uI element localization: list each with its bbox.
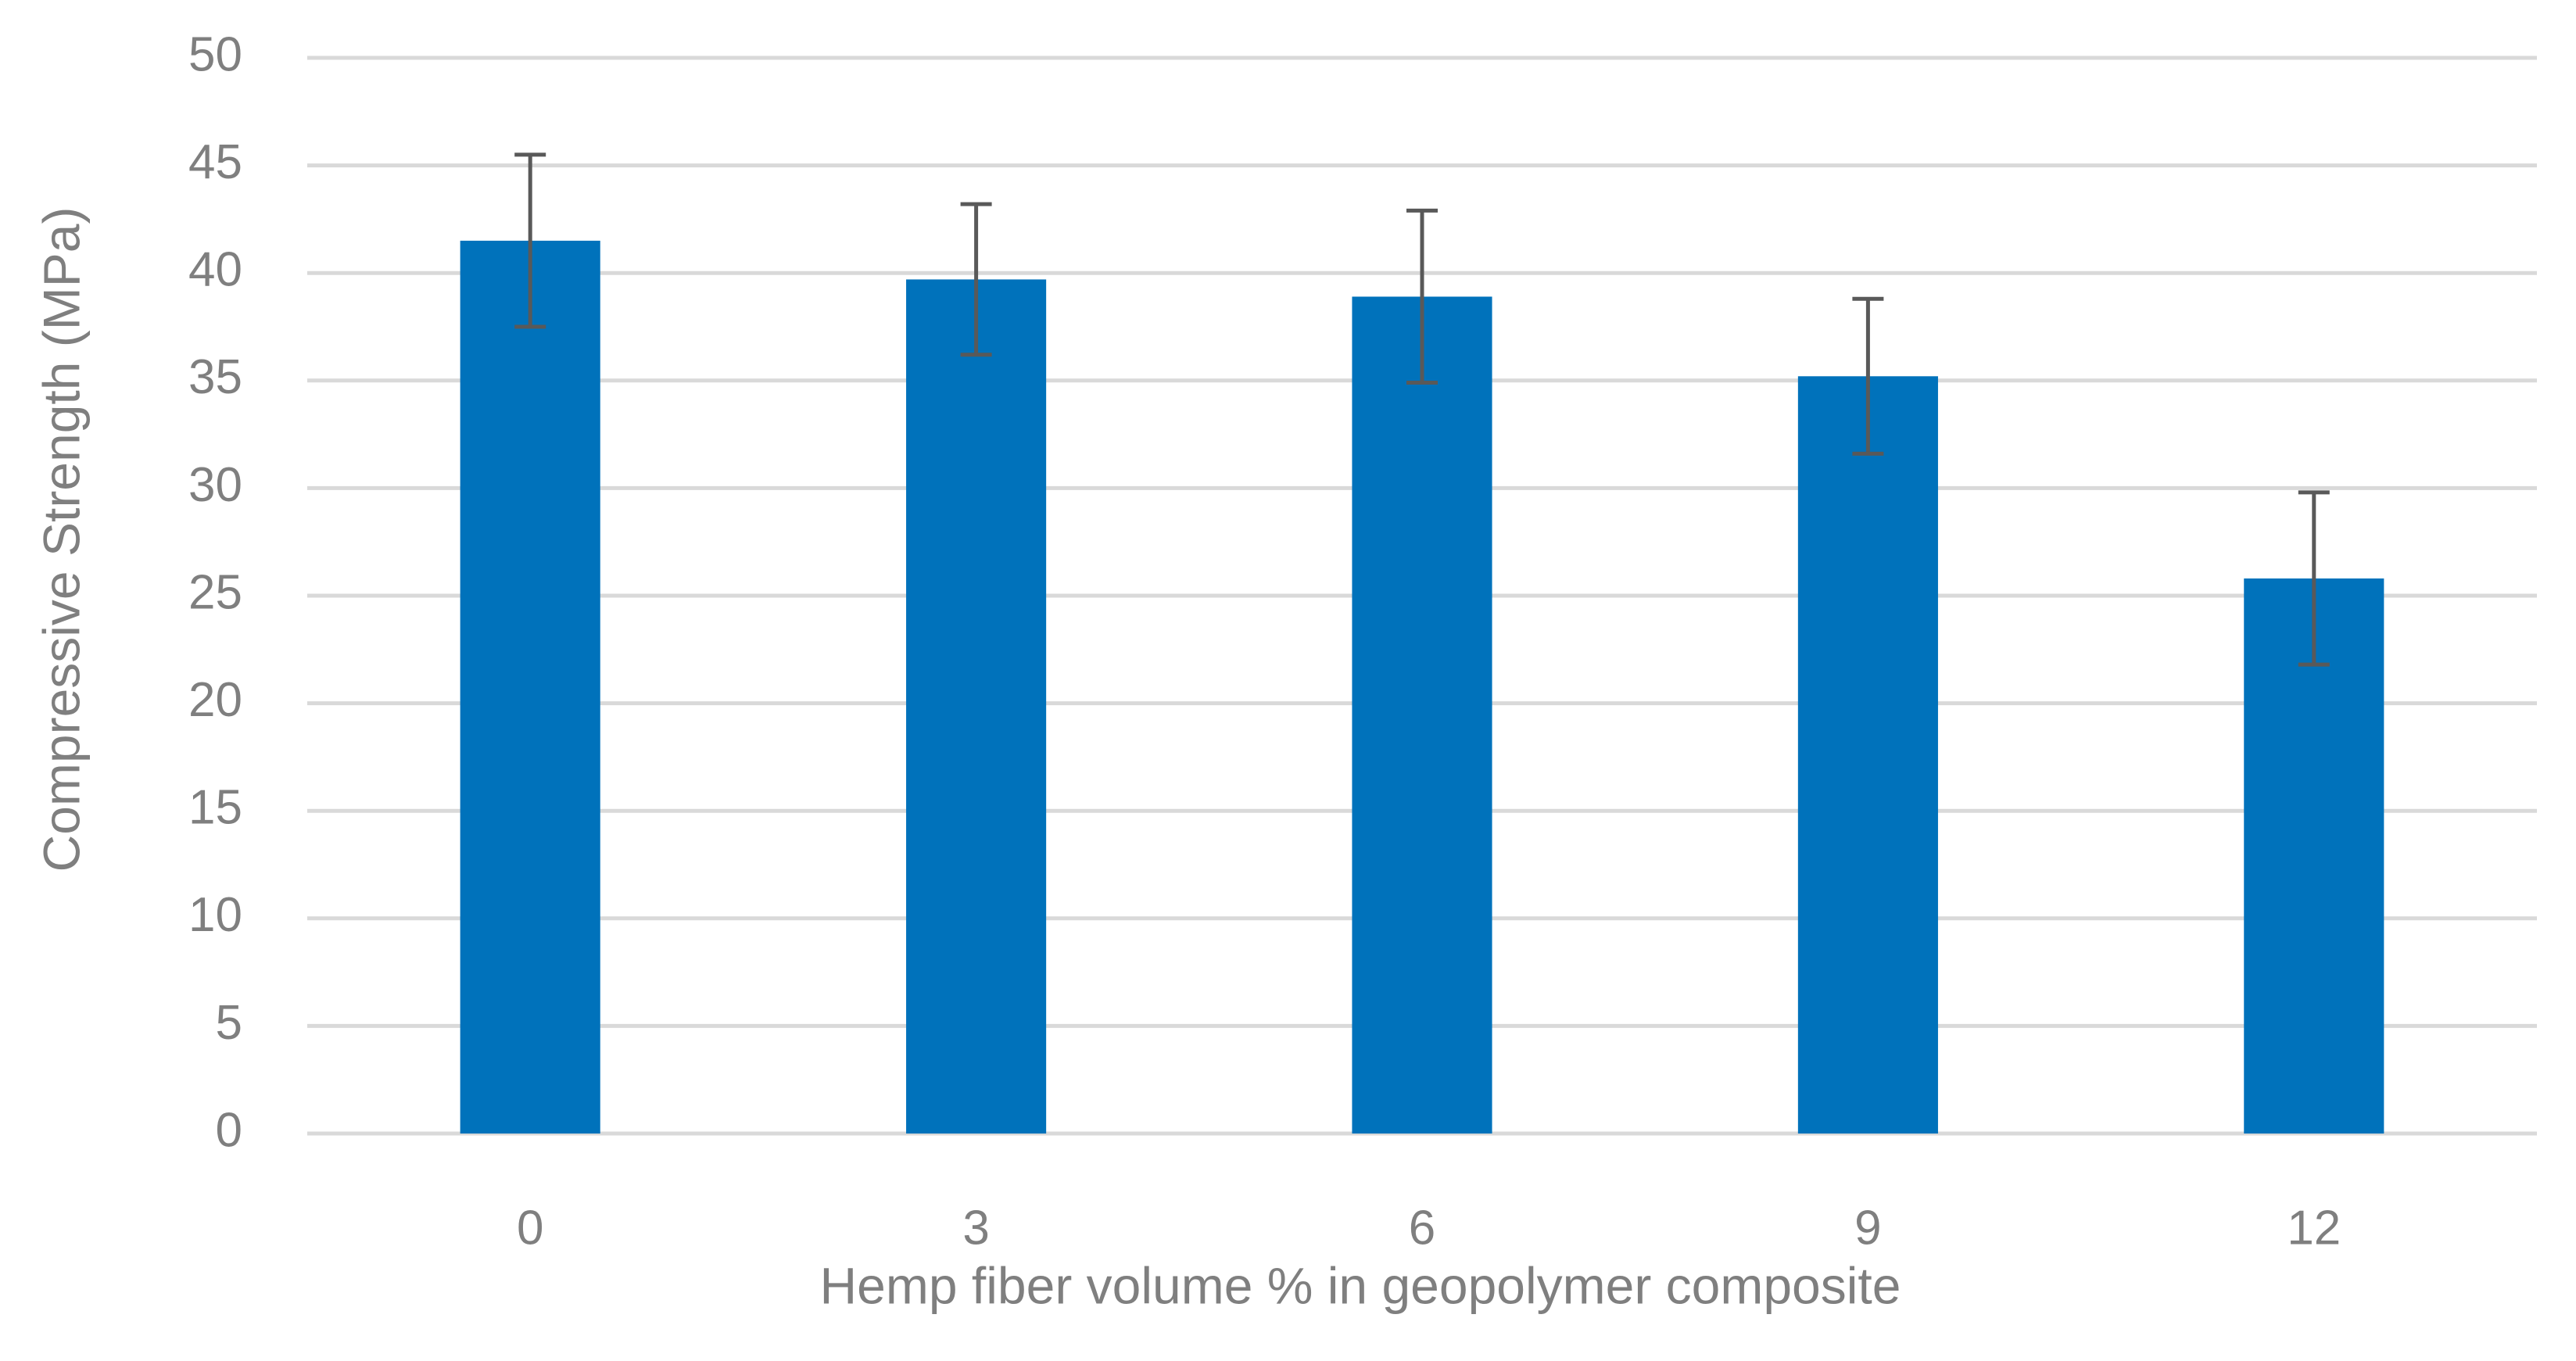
y-tick-label: 20 [188,673,242,727]
bar [460,240,600,1134]
y-tick-label: 50 [188,27,242,81]
error-bar [960,202,992,357]
y-tick-label: 45 [188,135,242,189]
y-axis-title: Compressive Strength (MPa) [32,207,90,872]
x-tick-label: 0 [517,1201,543,1255]
y-tick-label: 35 [188,350,242,404]
x-axis-title: Hemp fiber volume % in geopolymer compos… [820,1256,1901,1314]
x-tick-label: 9 [1854,1201,1881,1255]
bar [1352,296,1492,1134]
x-tick-label: 6 [1409,1201,1435,1255]
y-tick-label: 10 [188,888,242,942]
x-tick-label: 12 [2287,1201,2341,1255]
y-tick-label: 30 [188,458,242,512]
y-tick-label: 40 [188,243,242,297]
y-tick-label: 15 [188,781,242,835]
error-bar [514,152,546,329]
y-tick-label: 5 [216,996,242,1050]
error-bar [2298,490,2330,667]
x-tick-label: 3 [962,1201,989,1255]
bar [906,279,1047,1134]
bar [2244,578,2384,1134]
error-bar [1852,296,1884,456]
y-tick-label: 25 [188,565,242,619]
y-tick-label: 0 [216,1103,242,1157]
bar [1797,376,1938,1134]
error-bar [1406,208,1438,385]
